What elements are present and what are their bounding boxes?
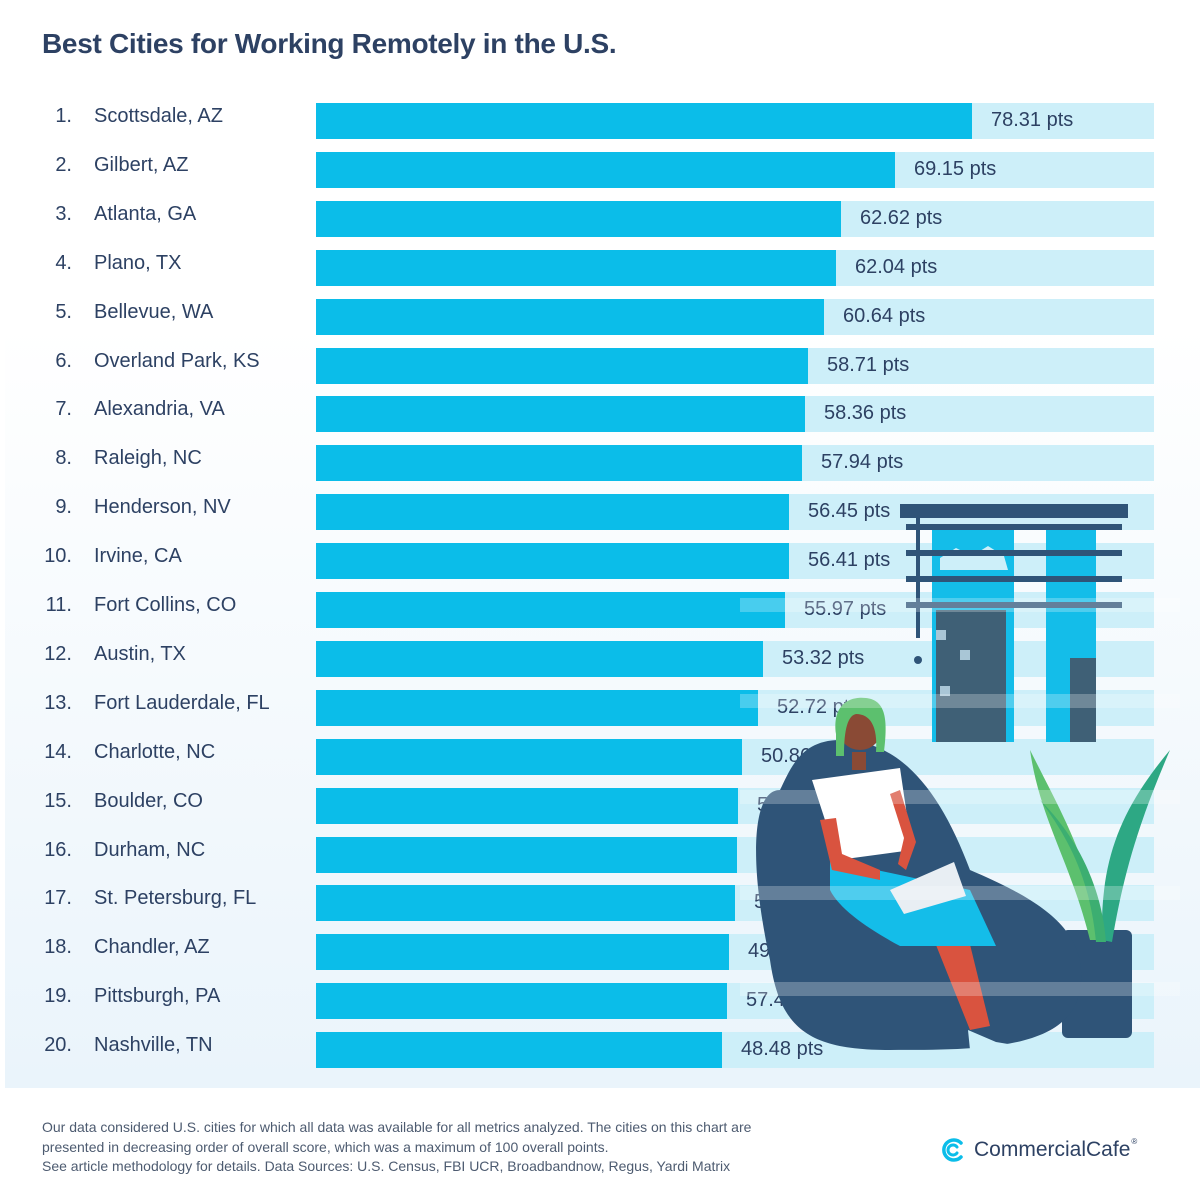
footnote-line-3: See article methodology for details. Dat…: [42, 1158, 731, 1174]
city-label: Bellevue, WA: [94, 300, 214, 323]
rank-label: 1.: [55, 105, 72, 127]
value-label: 78.31 pts: [991, 109, 1074, 131]
rank-label: 11.: [45, 594, 72, 616]
footnote-line-2: presented in decreasing order of overall…: [42, 1138, 609, 1155]
value-label: 62.62 pts: [860, 206, 943, 229]
bar: [316, 640, 763, 677]
value-label: 48.48 pts: [741, 1038, 824, 1061]
bar: [316, 347, 808, 384]
bar: [316, 934, 729, 971]
rank-label: 19.: [44, 985, 72, 1008]
city-label: Gilbert, AZ: [94, 153, 189, 176]
city-label: Scottsdale, AZ: [94, 105, 223, 127]
rank-label: 13.: [44, 691, 72, 714]
city-label: Plano, TX: [94, 251, 182, 274]
chart-title: Best Cities for Working Remotely in the …: [42, 28, 617, 59]
value-label: 55.97 pts: [804, 598, 887, 620]
city-label: Nashville, TN: [94, 1034, 213, 1057]
city-label: Alexandria, VA: [94, 398, 225, 421]
city-label: Austin, TX: [94, 642, 186, 665]
bar: [316, 103, 972, 139]
rank-label: 18.: [44, 936, 72, 959]
footer-band: [0, 1088, 1200, 1204]
bar: [316, 836, 737, 873]
bar: [316, 738, 742, 775]
rank-label: 20.: [44, 1034, 72, 1057]
city-label: Overland Park, KS: [94, 349, 260, 372]
value-label: 58.71 pts: [827, 353, 910, 376]
rank-label: 10.: [44, 545, 72, 568]
value-label: 56.41 pts: [808, 549, 891, 572]
rank-label: 4.: [55, 251, 72, 274]
value-label: 50.21 pts: [756, 842, 839, 865]
bar: [316, 592, 785, 628]
footnote-line-1: Our data considered U.S. cities for whic…: [42, 1119, 752, 1135]
bar: [316, 151, 895, 188]
value-label: 60.64 pts: [843, 304, 926, 327]
bar: [316, 885, 735, 922]
rank-label: 17.: [44, 887, 72, 910]
bar: [316, 200, 841, 237]
rank-label: 15.: [44, 789, 72, 812]
city-label: St. Petersburg, FL: [94, 887, 257, 910]
commercialcafe-logo: CommercialCafe ®: [940, 1134, 1137, 1166]
bar-chart: 1. Scottsdale, AZ 78.31 pts 2. Gilbert, AZ 69…: [44, 103, 1154, 1069]
value-label: 57.94 pts: [821, 451, 904, 474]
city-label: Fort Lauderdale, FL: [94, 691, 270, 714]
value-label: 57.49 pts: [746, 989, 829, 1012]
bar: [316, 494, 789, 531]
value-label: 52.72 pts: [777, 695, 860, 718]
value-label: 58.36 pts: [824, 402, 907, 425]
value-label: 56.45 pts: [808, 500, 891, 523]
city-label: Irvine, CA: [94, 545, 182, 568]
value-label: 53.32 pts: [782, 646, 865, 669]
bar: [316, 543, 789, 580]
bar: [316, 787, 738, 824]
city-label: Fort Collins, CO: [94, 594, 237, 616]
city-label: Chandler, AZ: [94, 936, 210, 959]
rank-label: 5.: [55, 300, 72, 323]
rank-label: 16.: [44, 838, 72, 861]
value-label: 62.04 pts: [855, 255, 938, 278]
rank-label: 8.: [55, 447, 72, 470]
rank-label: 12.: [44, 642, 72, 665]
rank-label: 9.: [55, 496, 72, 519]
bar: [316, 445, 802, 482]
value-label: 50.41 pts: [757, 793, 840, 816]
value-label: 49.29 pts: [748, 940, 831, 963]
city-label: Charlotte, NC: [94, 740, 216, 763]
bar: [316, 396, 805, 433]
rank-label: 14.: [44, 740, 72, 763]
bar: [316, 983, 727, 1020]
rank-label: 3.: [55, 202, 72, 225]
value-label: 69.15 pts: [914, 157, 997, 180]
bar: [316, 1032, 722, 1069]
city-label: Raleigh, NC: [94, 447, 202, 470]
bar: [316, 689, 758, 726]
rank-label: 2.: [55, 153, 72, 176]
city-label: Durham, NC: [94, 838, 206, 861]
rank-label: 7.: [55, 398, 72, 421]
bar: [316, 298, 824, 335]
city-label: Boulder, CO: [94, 789, 203, 812]
value-label: 50.86 pts: [761, 744, 844, 767]
city-label: Henderson, NV: [94, 496, 231, 519]
city-label: Pittsburgh, PA: [94, 985, 221, 1008]
value-label: 50.02 pts: [754, 891, 837, 914]
registered-mark: ®: [1131, 1136, 1138, 1146]
footnote: Our data considered U.S. cities for whic…: [42, 1118, 862, 1177]
bar: [316, 249, 836, 286]
rank-label: 6.: [55, 349, 72, 372]
commercialcafe-logo-icon: [942, 1138, 963, 1162]
city-label: Atlanta, GA: [94, 202, 197, 225]
brand-name: CommercialCafe: [974, 1138, 1131, 1161]
